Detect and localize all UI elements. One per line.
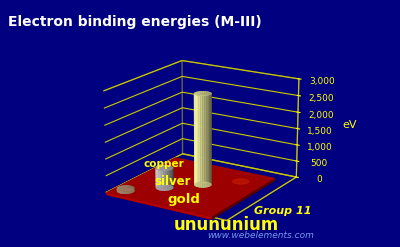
Text: unununium: unununium	[174, 216, 279, 234]
Text: gold: gold	[167, 193, 200, 206]
Text: copper: copper	[144, 159, 184, 169]
Text: silver: silver	[154, 175, 191, 188]
Text: Group 11: Group 11	[254, 206, 311, 216]
Text: www.webelements.com: www.webelements.com	[208, 231, 314, 240]
Text: Electron binding energies (M-III): Electron binding energies (M-III)	[8, 15, 262, 29]
